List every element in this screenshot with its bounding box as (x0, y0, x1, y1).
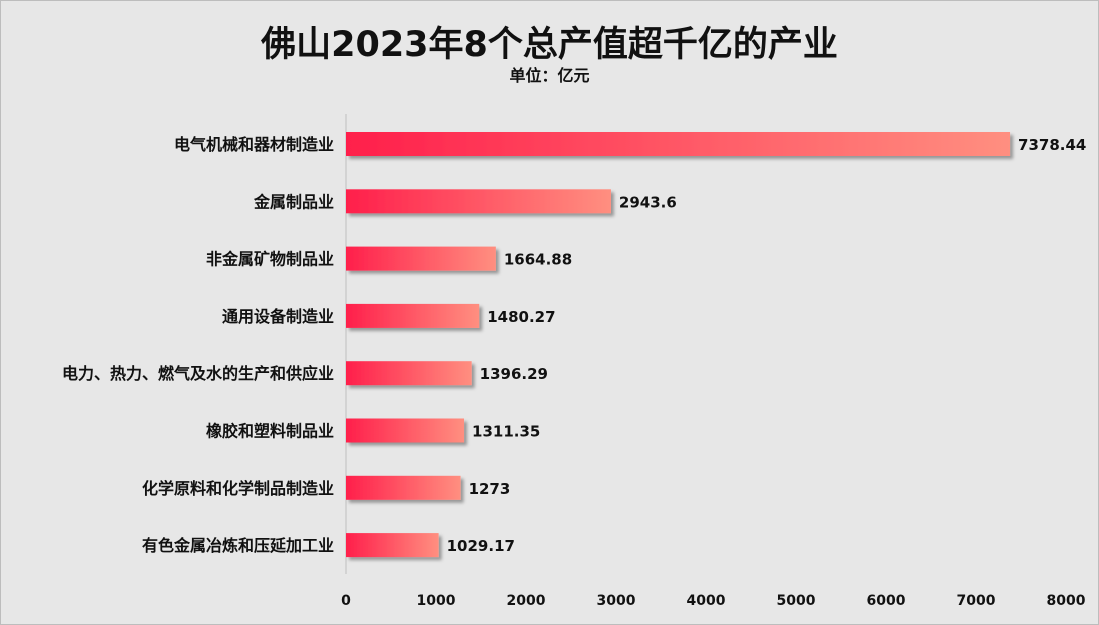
value-label: 1664.88 (504, 251, 572, 269)
value-label: 1480.27 (487, 308, 555, 326)
bar (346, 533, 439, 558)
bar (346, 475, 461, 500)
value-label: 1311.35 (472, 423, 540, 441)
value-label: 2943.6 (619, 193, 677, 211)
x-tick-label: 7000 (957, 593, 996, 609)
value-label: 1273 (469, 480, 511, 498)
x-tick-label: 5000 (777, 593, 816, 609)
bar (346, 189, 611, 214)
x-tick-label: 8000 (1047, 593, 1086, 609)
value-label: 1029.17 (447, 537, 515, 555)
chart-title: 佛山2023年8个总产值超千亿的产业 (261, 25, 838, 65)
category-label: 电力、热力、燃气及水的生产和供应业 (62, 364, 334, 383)
category-label: 非金属矿物制品业 (206, 250, 334, 269)
x-tick-label: 4000 (687, 593, 726, 609)
value-label: 7378.44 (1018, 136, 1086, 154)
x-tick-label: 0 (341, 593, 351, 609)
category-label: 化学原料和化学制品制造业 (142, 479, 334, 498)
category-label: 金属制品业 (253, 192, 334, 211)
bar (346, 132, 1011, 156)
category-label: 通用设备制造业 (222, 307, 334, 326)
bar (346, 418, 465, 443)
bar (346, 361, 472, 386)
category-label: 有色金属冶炼和压延加工业 (142, 536, 334, 555)
bar (346, 246, 496, 271)
x-tick-label: 6000 (867, 593, 906, 609)
chart-subtitle: 单位：亿元 (509, 66, 590, 85)
x-tick-label: 1000 (417, 593, 456, 609)
bar (346, 303, 480, 328)
x-tick-label: 3000 (597, 593, 636, 609)
category-label: 橡胶和塑料制品业 (206, 422, 334, 441)
category-label: 电气机械和器材制造业 (174, 135, 334, 154)
x-tick-label: 2000 (507, 593, 546, 609)
value-label: 1396.29 (480, 365, 548, 383)
